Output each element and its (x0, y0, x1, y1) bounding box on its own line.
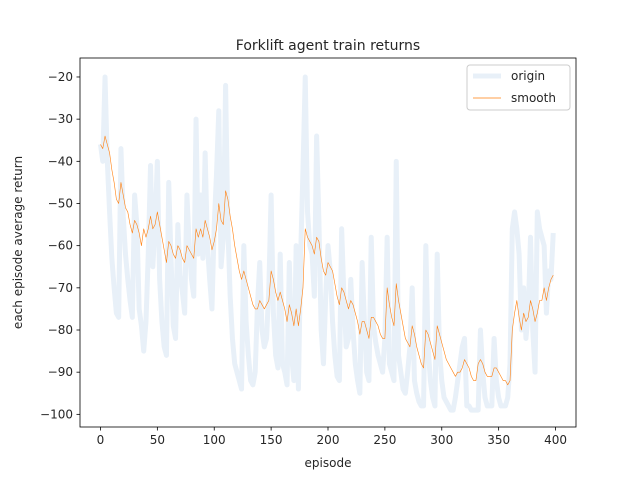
x-tick-label: 200 (317, 433, 340, 447)
y-tick-label: −90 (48, 365, 73, 379)
x-tick-label: 400 (544, 433, 567, 447)
x-tick-label: 150 (260, 433, 283, 447)
y-tick-label: −50 (48, 196, 73, 210)
legend-label-smooth: smooth (511, 91, 556, 105)
x-axis-label: episode (305, 456, 352, 470)
y-tick-label: −60 (48, 239, 73, 253)
chart-title: Forklift agent train returns (236, 38, 420, 54)
x-tick-label: 250 (373, 433, 396, 447)
y-tick-label: −40 (48, 154, 73, 168)
x-tick-label: 100 (203, 433, 226, 447)
series-line-smooth (100, 135, 554, 386)
legend: origin smooth (466, 64, 571, 111)
y-tick-label: −30 (48, 112, 73, 126)
y-tick-label: −80 (48, 323, 73, 337)
legend-label-origin: origin (511, 69, 545, 83)
y-tick-label: −20 (48, 70, 73, 84)
x-tick-label: 300 (430, 433, 453, 447)
y-tick-label: −100 (40, 407, 73, 421)
x-axis-ticks: 0 50 100 150 200 250 300 350 400 (97, 427, 567, 447)
x-tick-label: 0 (97, 433, 105, 447)
x-tick-label: 50 (150, 433, 165, 447)
series-layer (98, 74, 556, 413)
y-axis-label: each episode average return (11, 156, 25, 329)
y-tick-label: −70 (48, 281, 73, 295)
y-axis-ticks: −100 −90 −80 −70 −60 −50 −40 −30 −20 (40, 70, 80, 421)
series-line-origin (98, 74, 556, 413)
x-tick-label: 350 (487, 433, 510, 447)
